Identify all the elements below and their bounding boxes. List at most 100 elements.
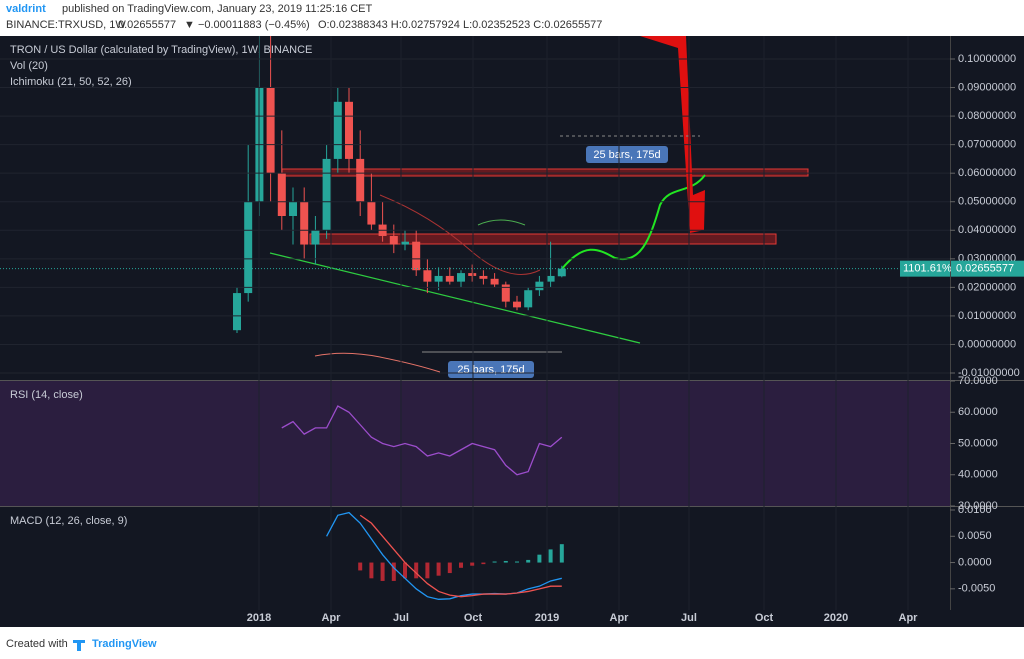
x-tick-label: 2020 xyxy=(824,612,848,624)
pane-title: TRON / US Dollar (calculated by TradingV… xyxy=(10,44,312,56)
y-tick-label: 40.0000 xyxy=(958,469,998,481)
candle-body xyxy=(468,273,477,276)
macd-histogram xyxy=(537,554,542,563)
x-tick-label: 2019 xyxy=(535,612,559,624)
projection xyxy=(560,174,706,271)
y-tick-label: 0.08000000 xyxy=(958,110,1016,122)
range-label: 25 bars, 175d xyxy=(593,149,660,161)
last-price-badge xyxy=(951,260,1024,277)
change: ▼ −0.00011883 (−0.45%) xyxy=(184,19,310,31)
last-price-label: 0.02655577 xyxy=(956,263,1014,275)
y-tick-label: 0.09000000 xyxy=(958,81,1016,93)
y-tick-label: 0.02000000 xyxy=(958,281,1016,293)
y-tick-label: -0.0050 xyxy=(958,583,995,595)
y-tick-label: 0.0100 xyxy=(958,504,992,516)
macd-histogram xyxy=(526,559,531,563)
y-tick-label: 0.07000000 xyxy=(958,139,1016,151)
candle-body xyxy=(277,173,286,216)
candle-body xyxy=(490,278,499,285)
x-tick-label: Jul xyxy=(393,612,409,624)
macd-histogram xyxy=(492,561,497,563)
candle-body xyxy=(546,275,555,282)
candle-body xyxy=(423,270,432,282)
trend-line xyxy=(269,252,641,344)
candle-body xyxy=(367,201,376,225)
x-tick-label: Apr xyxy=(610,612,630,624)
candle-body xyxy=(434,275,443,282)
candle-body xyxy=(311,230,320,245)
rsi-title: RSI (14, close) xyxy=(10,389,83,401)
candle-body xyxy=(300,201,309,245)
macd-histogram xyxy=(481,562,486,565)
range-label: 25 bars, 175d xyxy=(457,364,524,376)
signal-line xyxy=(359,514,562,598)
macd-histogram xyxy=(559,544,564,563)
y-tick-label: 0.0050 xyxy=(958,530,992,542)
macd-histogram xyxy=(425,562,430,579)
candle-body xyxy=(479,275,488,279)
y-tick-label: 0.10000000 xyxy=(958,53,1016,65)
candle-body xyxy=(501,284,510,302)
candle-body xyxy=(524,290,533,308)
macd-histogram xyxy=(436,562,441,576)
vol-label: Vol (20) xyxy=(10,60,48,72)
y-tick-label: 0.00000000 xyxy=(958,338,1016,350)
chart-background xyxy=(0,36,1024,627)
y-tick-label: 0.05000000 xyxy=(958,196,1016,208)
author[interactable]: valdrint xyxy=(6,3,46,15)
y-tick-label: 0.06000000 xyxy=(958,167,1016,179)
macd-histogram xyxy=(403,562,407,579)
macd-histogram xyxy=(548,549,553,563)
last-price-badge xyxy=(900,260,950,277)
candle-body xyxy=(345,101,353,159)
macd-histogram xyxy=(380,562,385,581)
y-tick-label: -0.01000000 xyxy=(958,367,1020,379)
macd-title: MACD (12, 26, close, 9) xyxy=(10,515,127,527)
ichimoku-line xyxy=(477,219,526,226)
x-tick-label: Oct xyxy=(464,612,483,624)
resistance-box xyxy=(309,233,777,245)
macd-histogram xyxy=(414,562,419,579)
y-tick-label: 0.01000000 xyxy=(958,310,1016,322)
y-tick-label: 0.0000 xyxy=(958,556,992,568)
candle-body xyxy=(535,281,544,291)
macd-histogram xyxy=(369,562,374,579)
macd-histogram xyxy=(358,562,363,571)
candle-body xyxy=(266,87,275,174)
logo xyxy=(73,640,85,651)
macd-histogram xyxy=(503,560,508,563)
y-tick-label: 30.0000 xyxy=(958,500,998,512)
candle-body xyxy=(289,201,297,216)
published: published on TradingView.com, January 23… xyxy=(62,3,373,15)
candle-body xyxy=(233,293,241,331)
symbol: BINANCE:TRXUSD, 1W xyxy=(6,19,126,31)
ohlc: O:0.02388343 H:0.02757924 L:0.02352523 C… xyxy=(318,19,602,31)
x-tick-label: Apr xyxy=(322,612,342,624)
candle-body xyxy=(244,201,253,294)
y-tick-label: 60.0000 xyxy=(958,406,998,418)
candle-body xyxy=(513,301,521,308)
candle-body xyxy=(557,268,566,277)
rsi-band xyxy=(0,381,950,506)
x-tick-label: Apr xyxy=(899,612,919,624)
macd-histogram xyxy=(391,562,396,581)
volume-ma xyxy=(314,352,441,373)
rsi-line xyxy=(281,405,563,476)
ichimoku-label: Ichimoku (21, 50, 52, 26) xyxy=(10,76,132,88)
candle-body xyxy=(457,273,465,282)
macd-histogram xyxy=(447,562,452,574)
y-tick-label: 0.04000000 xyxy=(958,224,1016,236)
range-badge xyxy=(448,361,534,378)
y-tick-label: 50.0000 xyxy=(958,437,998,449)
footer-created: Created with xyxy=(6,638,68,650)
candle-body xyxy=(401,241,409,245)
macd-histogram xyxy=(459,562,463,568)
macd-histogram xyxy=(515,561,519,563)
macd-line xyxy=(326,511,562,600)
ichimoku-line xyxy=(379,194,541,275)
candle-body xyxy=(333,101,342,159)
candle-body xyxy=(445,275,454,282)
footer-brand[interactable]: TradingView xyxy=(92,638,157,650)
candle-body xyxy=(356,158,365,202)
